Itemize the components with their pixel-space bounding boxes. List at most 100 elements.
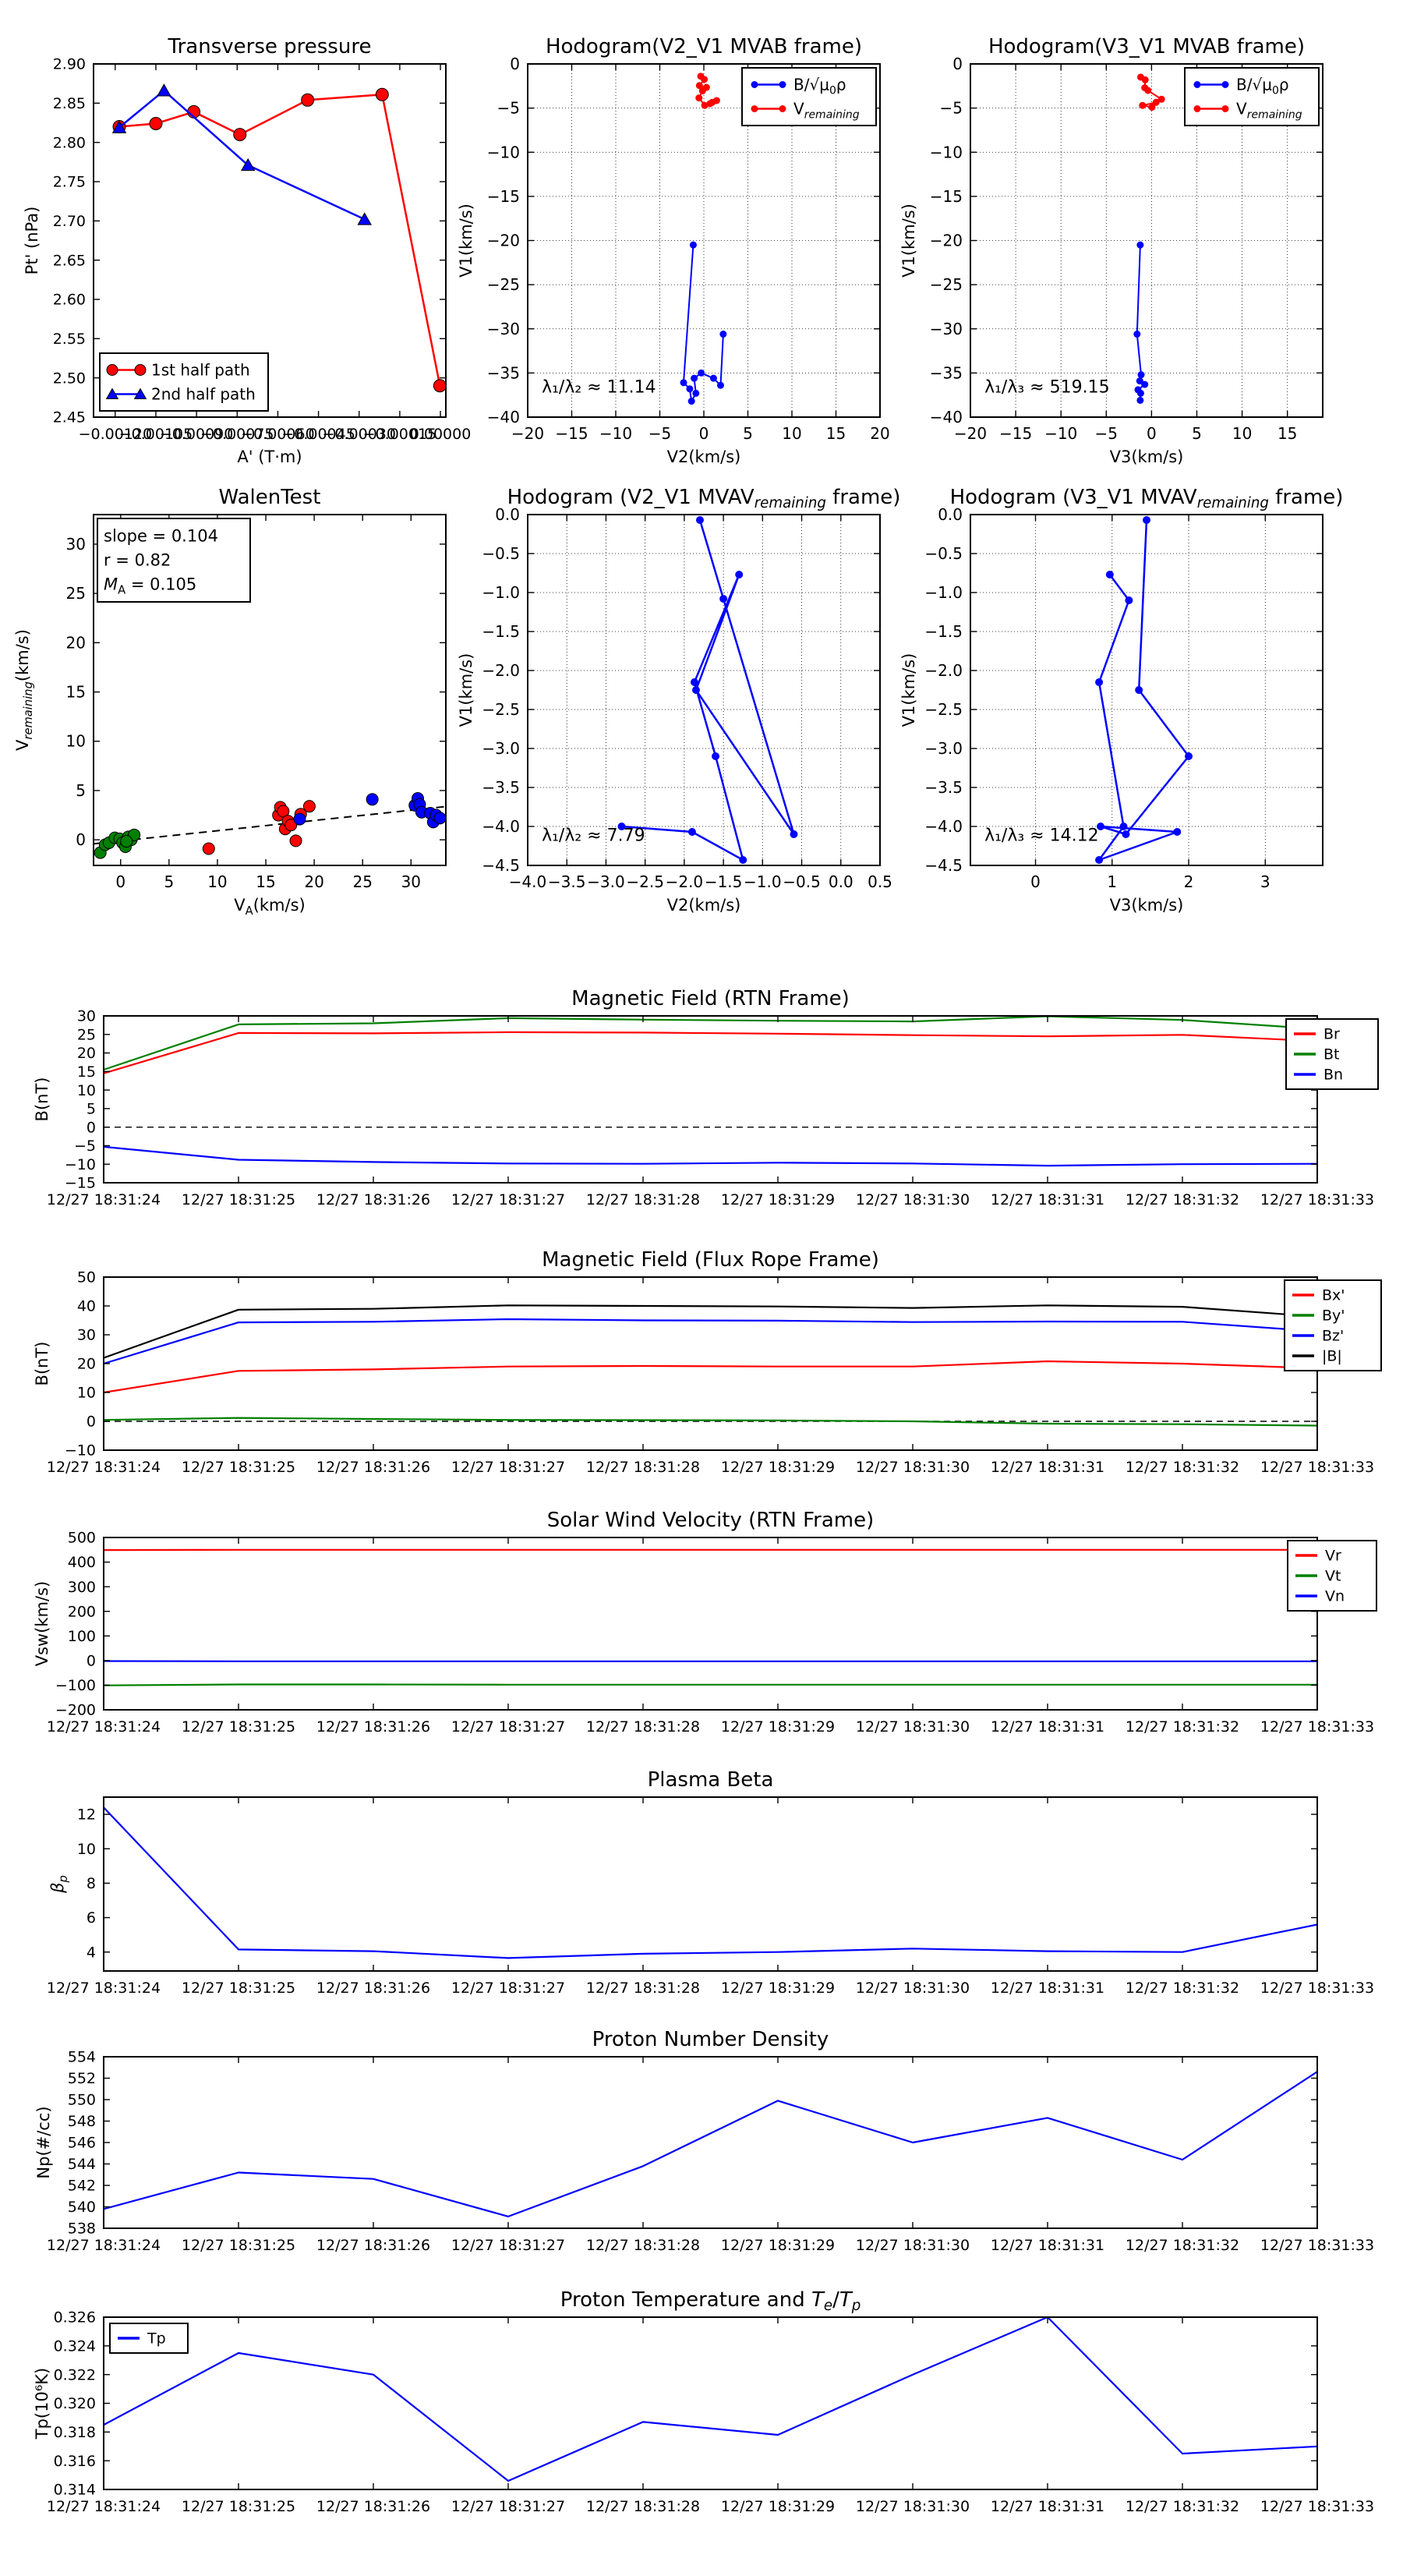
svg-text:6: 6 <box>87 1909 96 1927</box>
svg-text:12/27 18:31:28: 12/27 18:31:28 <box>586 2498 700 2515</box>
svg-text:40: 40 <box>77 1298 96 1315</box>
svg-text:B(nT): B(nT) <box>33 1342 51 1386</box>
svg-text:Magnetic Field (RTN Frame): Magnetic Field (RTN Frame) <box>571 987 850 1010</box>
svg-text:−2.5: −2.5 <box>482 700 520 719</box>
svg-text:−5: −5 <box>497 99 520 118</box>
svg-text:15: 15 <box>256 872 275 891</box>
svg-text:20: 20 <box>870 424 889 443</box>
svg-text:0: 0 <box>87 1119 96 1136</box>
svg-text:12/27 18:31:26: 12/27 18:31:26 <box>316 1718 430 1736</box>
svg-text:−5: −5 <box>648 424 671 443</box>
svg-text:50: 50 <box>77 1269 96 1286</box>
svg-text:12/27 18:31:25: 12/27 18:31:25 <box>182 1459 295 1476</box>
svg-text:12/27 18:31:28: 12/27 18:31:28 <box>586 2237 700 2254</box>
svg-text:540: 540 <box>68 2199 96 2216</box>
svg-text:550: 550 <box>68 2092 96 2109</box>
svg-text:B/√μ0ρ: B/√μ0ρ <box>793 76 846 97</box>
svg-text:0: 0 <box>87 1653 96 1670</box>
svg-text:−100: −100 <box>55 1677 96 1694</box>
svg-text:−0.00060: −0.00060 <box>241 426 315 443</box>
svg-text:Hodogram(V3_V1 MVAB frame): Hodogram(V3_V1 MVAB frame) <box>988 35 1305 58</box>
svg-text:0.322: 0.322 <box>54 2366 96 2383</box>
svg-text:0: 0 <box>115 872 125 891</box>
svg-text:λ₁/λ₃ ≈ 519.15: λ₁/λ₃ ≈ 519.15 <box>984 377 1110 397</box>
svg-text:12/27 18:31:32: 12/27 18:31:32 <box>1126 2237 1239 2254</box>
svg-text:V2(km/s): V2(km/s) <box>667 448 741 466</box>
svg-text:30: 30 <box>401 872 421 891</box>
svg-text:Hodogram(V2_V1 MVAB frame): Hodogram(V2_V1 MVAB frame) <box>546 35 862 58</box>
svg-text:Hodogram (V3_V1 MVAVremaining: Hodogram (V3_V1 MVAVremaining frame) <box>950 486 1344 511</box>
svg-text:−2.0: −2.0 <box>666 872 704 891</box>
svg-text:12/27 18:31:29: 12/27 18:31:29 <box>721 2237 835 2254</box>
svg-text:Np(#/cc): Np(#/cc) <box>34 2106 53 2178</box>
svg-text:−25: −25 <box>930 275 963 294</box>
svg-text:12/27 18:31:25: 12/27 18:31:25 <box>182 2498 295 2515</box>
chart-mag_rtn: 12/27 18:31:24 12/27 18:31:25 12/27 18:31:… <box>33 987 1379 1208</box>
svg-text:10: 10 <box>66 732 86 751</box>
svg-text:−15: −15 <box>487 187 520 206</box>
svg-text:0.0: 0.0 <box>829 872 853 891</box>
svg-text:V2(km/s): V2(km/s) <box>667 896 741 915</box>
svg-text:12/27 18:31:24: 12/27 18:31:24 <box>47 1459 161 1476</box>
svg-text:V1(km/s): V1(km/s) <box>457 203 475 278</box>
svg-text:VA(km/s): VA(km/s) <box>234 896 305 918</box>
svg-text:25: 25 <box>66 584 86 603</box>
svg-text:−2.5: −2.5 <box>924 700 963 719</box>
svg-text:MA = 0.105: MA = 0.105 <box>104 575 196 597</box>
svg-text:−4.5: −4.5 <box>924 856 963 875</box>
svg-text:−0.5: −0.5 <box>924 544 963 563</box>
chart-transverse: −0.00120−0.00105−0.00090−0.00075−0.00060… <box>23 35 471 466</box>
svg-text:12/27 18:31:31: 12/27 18:31:31 <box>991 1980 1104 1997</box>
svg-text:Hodogram (V2_V1 MVAVremaining: Hodogram (V2_V1 MVAVremaining frame) <box>507 486 901 511</box>
svg-text:2.90: 2.90 <box>53 56 86 73</box>
svg-text:12/27 18:31:30: 12/27 18:31:30 <box>856 2498 970 2515</box>
svg-text:15: 15 <box>66 683 86 702</box>
svg-text:−1.0: −1.0 <box>924 583 963 602</box>
svg-text:30: 30 <box>66 535 86 554</box>
svg-text:12/27 18:31:25: 12/27 18:31:25 <box>182 1980 295 1997</box>
svg-text:10: 10 <box>1232 424 1252 443</box>
svg-text:|B|: |B| <box>1322 1348 1342 1365</box>
svg-text:−0.00105: −0.00105 <box>119 426 193 443</box>
chart-tp: 12/27 18:31:24 12/27 18:31:25 12/27 18:31:… <box>33 2288 1374 2515</box>
svg-text:0.318: 0.318 <box>54 2424 96 2441</box>
svg-text:12/27 18:31:26: 12/27 18:31:26 <box>316 2237 430 2254</box>
svg-text:400: 400 <box>68 1554 96 1571</box>
svg-text:2nd half path: 2nd half path <box>151 385 256 404</box>
svg-text:−40: −40 <box>930 408 963 426</box>
svg-text:−30: −30 <box>930 320 963 338</box>
svg-text:−3.0: −3.0 <box>482 739 520 758</box>
svg-text:−35: −35 <box>930 363 963 382</box>
svg-text:Plasma Beta: Plasma Beta <box>648 1768 774 1792</box>
svg-text:2.70: 2.70 <box>53 213 86 230</box>
svg-text:WalenTest: WalenTest <box>219 486 321 509</box>
svg-text:2.85: 2.85 <box>53 95 86 112</box>
svg-text:−20: −20 <box>954 424 987 443</box>
svg-text:0.314: 0.314 <box>54 2482 96 2499</box>
svg-text:−0.5: −0.5 <box>783 872 821 891</box>
chart-mag_fr: 12/27 18:31:24 12/27 18:31:25 12/27 18:31:… <box>33 1248 1382 1476</box>
svg-text:0.324: 0.324 <box>54 2337 96 2355</box>
svg-text:12/27 18:31:26: 12/27 18:31:26 <box>316 2498 430 2515</box>
svg-text:15: 15 <box>1278 424 1297 443</box>
svg-text:A' (T·m): A' (T·m) <box>237 448 302 466</box>
chart-vsw: 12/27 18:31:24 12/27 18:31:25 12/27 18:31:… <box>33 1509 1377 1736</box>
svg-text:−10: −10 <box>65 1442 96 1460</box>
svg-text:0: 0 <box>699 424 709 443</box>
svg-text:−5: −5 <box>1095 424 1118 443</box>
svg-text:2.75: 2.75 <box>53 174 86 191</box>
svg-text:12/27 18:31:33: 12/27 18:31:33 <box>1260 1191 1374 1208</box>
svg-text:15: 15 <box>77 1063 96 1081</box>
svg-text:12/27 18:31:24: 12/27 18:31:24 <box>47 2498 161 2515</box>
svg-text:slope = 0.104: slope = 0.104 <box>104 527 218 546</box>
svg-text:−200: −200 <box>55 1702 96 1719</box>
svg-text:Pt' (nPa): Pt' (nPa) <box>23 207 41 275</box>
svg-text:1st half path: 1st half path <box>151 361 250 380</box>
svg-text:12/27 18:31:31: 12/27 18:31:31 <box>991 2237 1104 2254</box>
chart-beta: 12/27 18:31:24 12/27 18:31:25 12/27 18:31:… <box>47 1768 1374 1997</box>
svg-text:−10: −10 <box>65 1156 96 1173</box>
svg-text:12/27 18:31:32: 12/27 18:31:32 <box>1126 1191 1239 1208</box>
svg-text:0: 0 <box>1030 872 1041 891</box>
svg-text:Vsw(km/s): Vsw(km/s) <box>33 1581 51 1667</box>
